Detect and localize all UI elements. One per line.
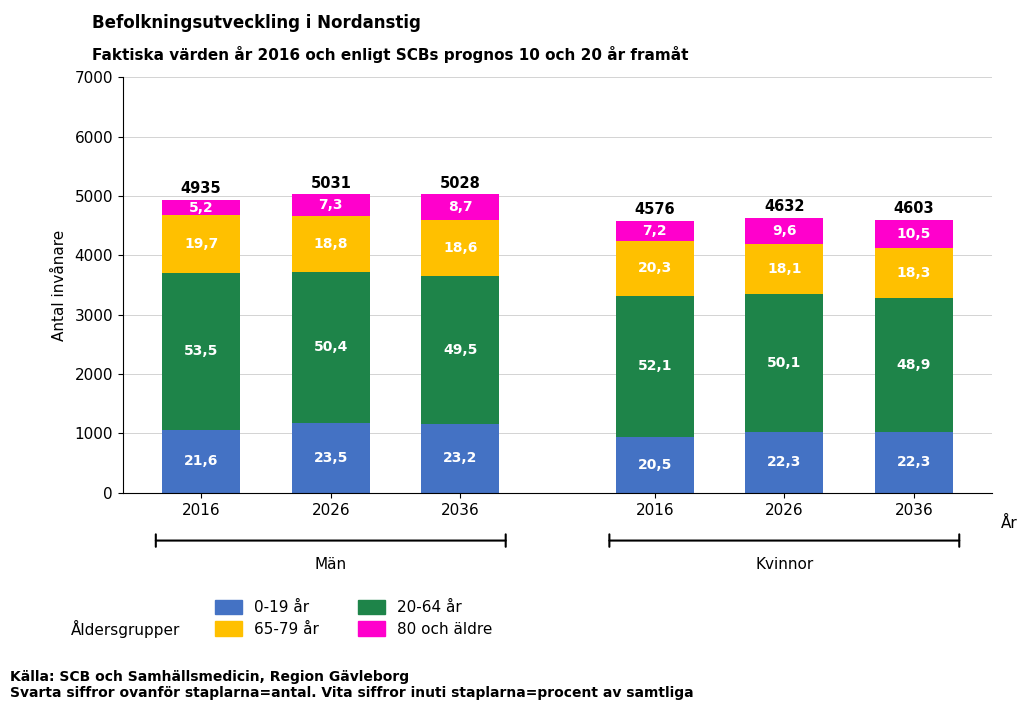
Bar [163,429,240,493]
Text: 23,5: 23,5 [314,451,348,465]
Text: 22,3: 22,3 [767,455,801,469]
Text: Åldersgrupper: Åldersgrupper [71,620,180,638]
Bar [421,276,499,424]
Text: 5,2: 5,2 [189,201,214,215]
Bar [163,200,240,215]
Text: 5028: 5028 [440,176,481,191]
Text: 18,1: 18,1 [767,262,802,276]
Bar [875,298,952,432]
Bar [163,215,240,273]
Text: Faktiska värden år 2016 och enligt SCBs prognos 10 och 20 år framåt: Faktiska värden år 2016 och enligt SCBs … [92,46,688,63]
Bar [163,273,240,429]
Bar [875,249,952,298]
Bar [421,424,499,493]
Text: Kvinnor: Kvinnor [755,557,813,572]
Bar [292,422,369,493]
Text: 18,8: 18,8 [313,237,348,251]
Legend: 0-19 år, 65-79 år, 20-64 år, 80 och äldre: 0-19 år, 65-79 år, 20-64 år, 80 och äldr… [209,593,499,643]
Text: År: År [1000,515,1018,531]
Text: 18,6: 18,6 [443,241,478,255]
Text: 20,3: 20,3 [637,261,672,275]
Text: Källa: SCB och Samhällsmedicin, Region Gävleborg: Källa: SCB och Samhällsmedicin, Region G… [10,670,409,684]
Text: Män: Män [315,557,347,572]
Text: 22,3: 22,3 [897,455,931,470]
Text: 7,3: 7,3 [318,198,343,212]
Bar [616,221,694,241]
Bar [875,432,952,493]
Bar [616,437,694,493]
Text: 48,9: 48,9 [897,358,931,372]
Bar [292,216,369,272]
Text: 5031: 5031 [310,176,351,191]
Text: 21,6: 21,6 [184,454,218,468]
Text: Svarta siffror ovanför staplarna=antal. Vita siffror inuti staplarna=procent av : Svarta siffror ovanför staplarna=antal. … [10,686,694,700]
Bar [746,432,824,493]
Text: 50,4: 50,4 [314,341,348,354]
Text: 4576: 4576 [634,203,675,218]
Y-axis label: Antal invånare: Antal invånare [52,230,68,341]
Text: 7,2: 7,2 [642,224,667,238]
Text: 19,7: 19,7 [184,237,218,251]
Text: 9,6: 9,6 [772,224,797,238]
Text: 4603: 4603 [894,201,934,216]
Bar [292,194,369,216]
Text: Befolkningsutveckling i Nordanstig: Befolkningsutveckling i Nordanstig [92,14,420,32]
Bar [746,218,824,244]
Text: 4935: 4935 [181,182,221,196]
Text: 8,7: 8,7 [448,201,473,215]
Text: 50,1: 50,1 [767,356,801,370]
Text: 53,5: 53,5 [184,344,218,358]
Text: 23,2: 23,2 [443,451,478,465]
Text: 20,5: 20,5 [637,458,672,472]
Bar [421,194,499,220]
Text: 18,3: 18,3 [897,266,931,280]
Bar [421,220,499,276]
Bar [616,241,694,296]
Bar [746,294,824,432]
Text: 4632: 4632 [764,199,804,214]
Text: 49,5: 49,5 [443,343,478,357]
Text: 52,1: 52,1 [637,360,672,373]
Bar [292,272,369,422]
Bar [746,244,824,294]
Bar [875,220,952,249]
Text: 10,5: 10,5 [897,227,931,241]
Bar [616,296,694,437]
